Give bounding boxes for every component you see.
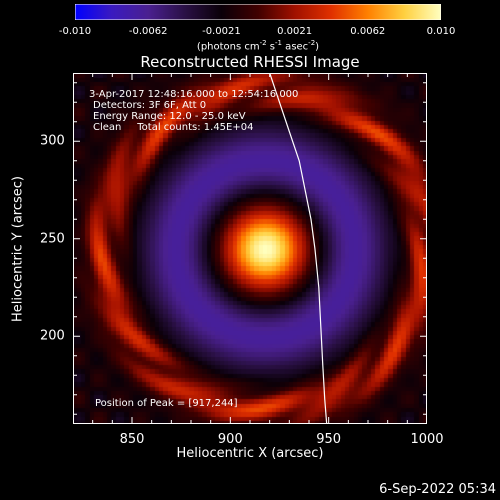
x-tick-label: 850 — [119, 432, 145, 447]
x-tick-label: 900 — [217, 432, 243, 447]
colorbar — [75, 4, 441, 20]
colorbar-unit-label: (photons cm-2 s-1 asec-2) — [196, 39, 320, 53]
y-tick-label: 200 — [40, 328, 65, 344]
energy-range-text: Energy Range: 12.0 - 25.0 keV — [93, 111, 246, 122]
colorbar-tick-label: -0.0062 — [128, 26, 168, 37]
colorbar-tick-label: 0.010 — [426, 26, 456, 37]
clean-counts-text: Clean Total counts: 1.45E+04 — [93, 122, 254, 133]
time-range-text: 3-Apr-2017 12:48:16.000 to 12:54:16.000 — [89, 89, 299, 100]
colorbar-tick-label: -0.0021 — [202, 26, 241, 37]
chart-title: Reconstructed RHESSI Image — [140, 53, 360, 71]
plot-area: 3-Apr-2017 12:48:16.000 to 12:54:16.000 … — [73, 73, 427, 424]
x-tick-label: 950 — [316, 432, 342, 447]
y-axis-label: Heliocentric Y (arcsec) — [10, 176, 26, 322]
solar-limb-line — [269, 73, 328, 424]
peak-position-text: Position of Peak = [917,244] — [95, 398, 238, 409]
x-axis-label: Heliocentric X (arcsec) — [176, 446, 324, 461]
colorbar-tick-label: -0.010 — [58, 26, 92, 37]
timestamp: 6-Sep-2022 05:34 — [379, 482, 496, 497]
axis-ticks — [73, 73, 427, 424]
y-tick-label: 250 — [40, 231, 65, 247]
x-tick-label: 1000 — [410, 432, 444, 447]
plot-overlay — [73, 73, 427, 424]
heatmap-image — [73, 73, 427, 424]
y-tick-label: 300 — [40, 133, 65, 149]
colorbar-tick-label: 0.0021 — [277, 26, 313, 37]
detectors-text: Detectors: 3F 6F, Att 0 — [93, 100, 207, 111]
colorbar-tick-label: 0.0062 — [350, 26, 386, 37]
